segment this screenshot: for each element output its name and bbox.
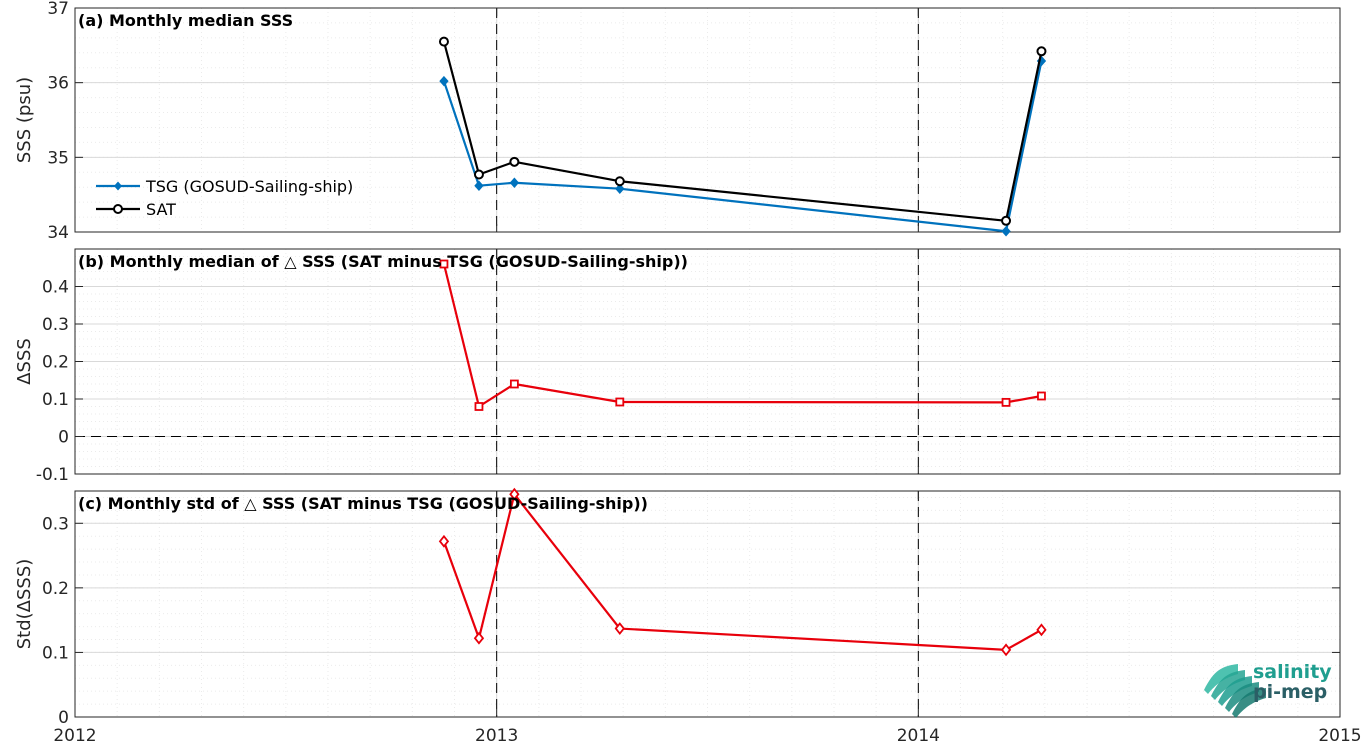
wave-layer <box>1218 676 1252 706</box>
wave-stack-icon <box>1204 664 1266 718</box>
legend-item: TSG (GOSUD-Sailing-ship) <box>96 177 353 196</box>
axes-box <box>74 7 1341 233</box>
data-point <box>1036 623 1047 637</box>
legend-item: SAT <box>96 200 176 219</box>
logo-line1: salinity <box>1253 661 1332 683</box>
legend-label: SAT <box>146 200 176 219</box>
y-tick-label: 37 <box>47 0 69 19</box>
y-tick-label: 0.3 <box>42 315 69 335</box>
y-tick-label: 0 <box>58 708 69 728</box>
legend-label: TSG (GOSUD-Sailing-ship) <box>145 177 353 196</box>
series-sat <box>438 36 1047 226</box>
y-tick-label: 0 <box>58 428 69 448</box>
y-tick-label: 0.4 <box>42 278 69 298</box>
x-tick-label: 2014 <box>897 726 940 745</box>
data-point <box>438 36 449 47</box>
data-point <box>1001 226 1011 237</box>
legend-marker <box>114 181 122 191</box>
y-tick-label: 0.1 <box>42 390 69 410</box>
panel-title: (c) Monthly std of △ SSS (SAT minus TSG … <box>78 494 648 513</box>
series-delta <box>438 487 1047 657</box>
data-point <box>1000 643 1012 657</box>
data-point <box>439 75 449 87</box>
series-line <box>442 263 1042 408</box>
x-tick-label: 2013 <box>475 726 518 745</box>
series-tsg-gosud-sailing-ship- <box>439 55 1047 237</box>
y-tick-label: 0.2 <box>42 579 69 599</box>
data-point <box>509 379 519 389</box>
logo-line2: pi-mep <box>1253 681 1327 703</box>
y-tick-label: 34 <box>47 223 69 243</box>
series-delta <box>439 259 1046 411</box>
data-point <box>614 622 625 635</box>
data-point <box>473 169 484 180</box>
data-point <box>439 259 449 269</box>
x-tick-label: 2015 <box>1318 726 1361 745</box>
data-point <box>614 176 625 187</box>
data-point <box>474 402 484 411</box>
data-point <box>438 534 450 548</box>
data-point <box>1001 397 1011 407</box>
panel-title: (b) Monthly median of △ SSS (SAT minus T… <box>78 252 688 271</box>
legend: TSG (GOSUD-Sailing-ship) SAT <box>96 177 353 219</box>
panel-a: 34 35 36 37 SSS (psu) (a) Monthly median SSS T… <box>14 0 1341 243</box>
y-tick-label: 36 <box>47 74 69 94</box>
y-tick-label: -0.1 <box>36 465 69 485</box>
data-point <box>1037 391 1046 401</box>
axes-box <box>74 490 1341 718</box>
data-point <box>1001 215 1012 226</box>
data-point <box>473 631 485 645</box>
y-tick-label: 0.1 <box>42 643 69 663</box>
data-point <box>615 183 625 194</box>
x-tick-label: 2012 <box>53 726 96 745</box>
data-point <box>509 156 520 167</box>
series-line <box>442 493 1043 651</box>
y-axis-label: Std(ΔSSS) <box>14 559 35 650</box>
y-tick-label: 0.3 <box>42 514 69 534</box>
wave-layer <box>1204 664 1238 694</box>
series-line <box>442 41 1043 222</box>
data-point <box>474 180 484 191</box>
y-axis-label: ΔSSS <box>14 338 35 385</box>
data-point <box>509 487 520 501</box>
y-tick-label: 35 <box>47 148 69 168</box>
data-point <box>1036 46 1047 57</box>
series-line <box>442 60 1043 233</box>
y-tick-label: 0.2 <box>42 353 69 373</box>
panel-title: (a) Monthly median SSS <box>78 11 293 30</box>
wave-layer <box>1225 682 1259 712</box>
legend-marker <box>113 204 123 214</box>
data-point <box>615 397 625 407</box>
wave-layer <box>1232 688 1266 718</box>
data-point <box>509 177 520 188</box>
panel-b: -0.1 0 0.1 0.2 0.3 0.4 ΔSSS (b) Monthly median … <box>14 248 1341 485</box>
wave-layer <box>1211 670 1245 700</box>
y-axis-label: SSS (psu) <box>14 77 35 163</box>
panel-c: 0 0.1 0.2 0.3 Std(ΔSSS) (c) Monthly std of △ … <box>14 487 1341 728</box>
